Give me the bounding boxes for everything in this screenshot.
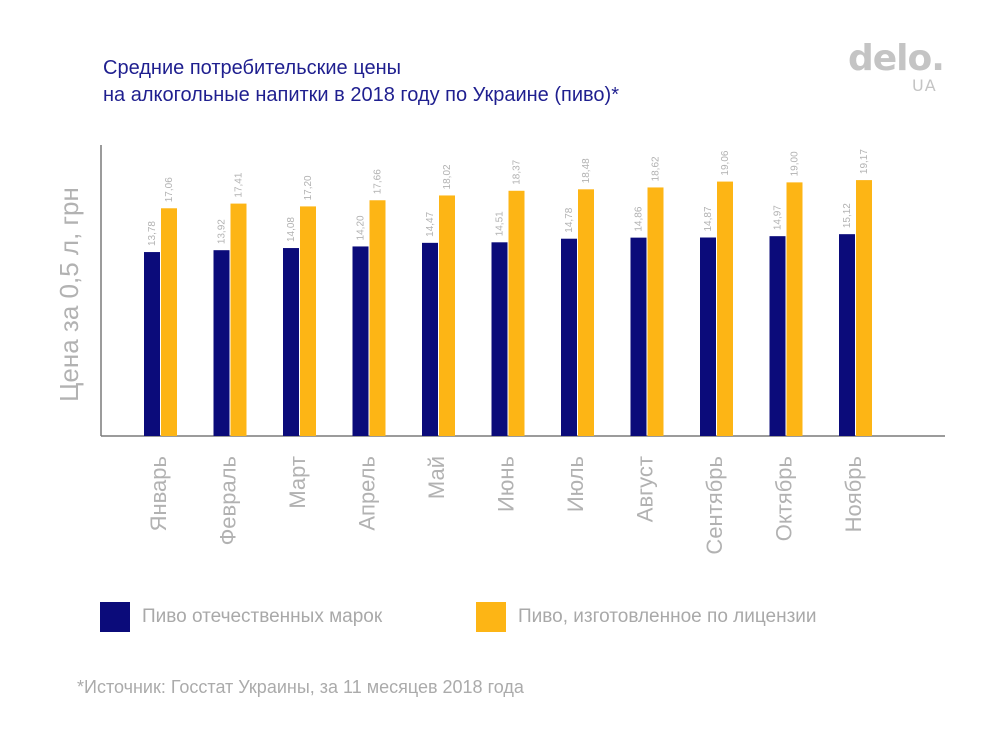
data-label-licensed-6: 18,48 [581, 158, 592, 183]
x-tick-label-7: Август [633, 456, 658, 522]
data-label-domestic-4: 14,47 [425, 211, 436, 236]
bar-domestic-1 [213, 250, 230, 436]
x-tick-label-0: Январь [146, 456, 171, 531]
bar-domestic-4 [422, 242, 438, 436]
data-label-licensed-2: 17,20 [303, 175, 314, 200]
legend-item-domestic: Пиво отечественных марок [100, 602, 382, 632]
data-label-licensed-8: 19,06 [720, 150, 731, 175]
data-label-domestic-10: 15,12 [842, 203, 853, 228]
data-label-licensed-3: 17,66 [373, 169, 384, 194]
bar-domestic-7 [630, 237, 647, 436]
data-label-domestic-5: 14,51 [495, 211, 506, 236]
source-footnote: *Источник: Госстат Украины, за 11 месяце… [77, 677, 524, 697]
bar-licensed-4 [439, 195, 455, 436]
data-label-licensed-1: 17,41 [234, 172, 245, 197]
bar-domestic-5 [491, 242, 508, 436]
legend-label-licensed: Пиво, изготовленное по лицензии [518, 606, 817, 627]
bar-licensed-8 [717, 181, 733, 436]
bar-licensed-3 [369, 200, 386, 436]
data-label-domestic-8: 14,87 [703, 206, 714, 231]
x-tick-label-2: Март [285, 456, 310, 509]
chart-title-line-2: на алкогольные напитки в 2018 году по Ук… [103, 84, 619, 106]
chart-title-line-1: Средние потребительские цены [103, 57, 401, 79]
logo-word: delo. [848, 38, 945, 79]
data-label-domestic-7: 14,86 [634, 206, 645, 231]
legend-swatch-licensed [476, 602, 506, 632]
bar-domestic-10 [839, 234, 855, 436]
bar-licensed-1 [230, 203, 247, 436]
delo-logo: delo. UA [848, 38, 948, 98]
legend-swatch-domestic [100, 602, 130, 632]
data-label-domestic-0: 13,78 [147, 221, 158, 246]
bar-domestic-3 [352, 246, 369, 436]
bar-licensed-0 [161, 208, 177, 436]
x-tick-label-4: Май [424, 456, 449, 499]
legend-label-domestic: Пиво отечественных марок [142, 606, 383, 627]
bar-licensed-7 [647, 187, 664, 436]
data-label-domestic-6: 14,78 [564, 207, 575, 232]
bar-domestic-0 [144, 252, 160, 436]
chart-title: Средние потребительские цены на алкоголь… [103, 55, 619, 109]
bar-domestic-9 [769, 236, 786, 436]
data-label-licensed-9: 19,00 [790, 151, 801, 176]
legend-item-licensed: Пиво, изготовленное по лицензии [476, 602, 817, 632]
data-label-licensed-7: 18,62 [651, 156, 662, 181]
x-tick-label-6: Июль [563, 456, 588, 512]
data-label-domestic-3: 14,20 [356, 215, 367, 240]
data-label-licensed-4: 18,02 [442, 164, 453, 189]
logo-sub: UA [912, 76, 937, 95]
data-label-domestic-1: 13,92 [217, 219, 228, 244]
bar-domestic-2 [283, 248, 299, 436]
x-tick-label-9: Октябрь [772, 456, 797, 541]
data-label-licensed-0: 17,06 [164, 177, 175, 202]
bar-domestic-8 [700, 237, 716, 436]
bar-licensed-10 [856, 180, 872, 436]
data-label-licensed-10: 19,17 [859, 149, 870, 174]
bar-licensed-2 [300, 206, 316, 436]
data-label-domestic-9: 14,97 [773, 205, 784, 230]
bar-licensed-9 [786, 182, 803, 436]
bar-licensed-5 [508, 190, 525, 436]
x-tick-label-5: Июнь [494, 456, 519, 512]
data-label-domestic-2: 14,08 [286, 217, 297, 242]
x-tick-label-10: Ноябрь [841, 456, 866, 532]
y-axis-label: Цена за 0,5 л, грн [54, 187, 84, 402]
data-label-licensed-5: 18,37 [512, 159, 523, 184]
bar-domestic-6 [561, 238, 577, 436]
x-tick-label-3: Апрель [355, 456, 380, 531]
bar-licensed-6 [578, 189, 594, 436]
x-tick-label-1: Февраль [216, 456, 241, 545]
x-tick-label-8: Сентябрь [702, 456, 727, 555]
